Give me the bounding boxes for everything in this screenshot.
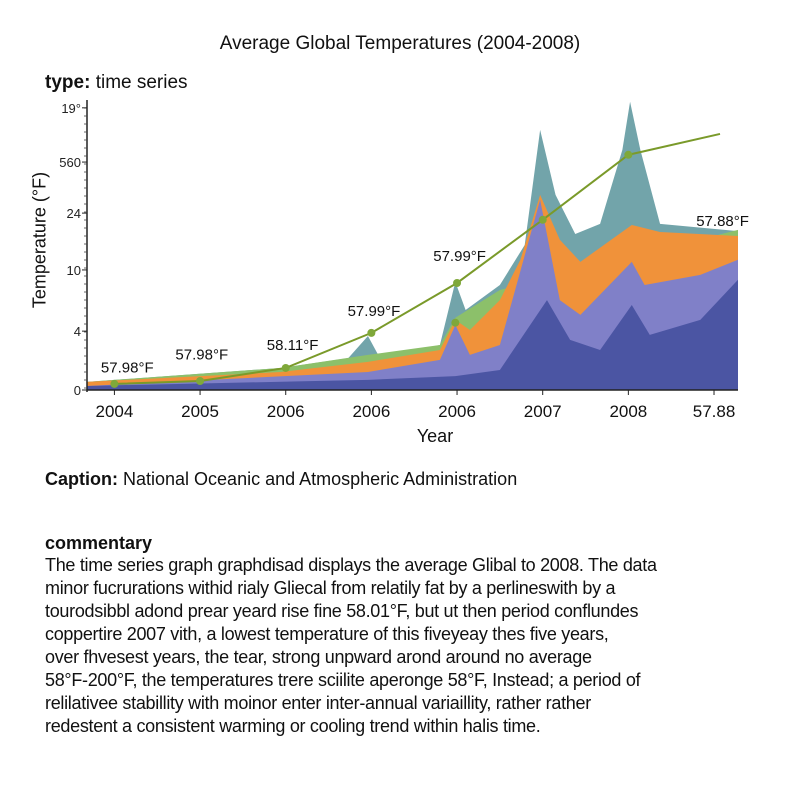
area-blue — [87, 279, 738, 390]
x-tick-label: 57.88 — [693, 402, 736, 421]
x-tick-label: 2008 — [609, 402, 647, 421]
chart-plot: 19° 560 24 10 4 0 2004 2005 2006 2006 2006 2007 2008… — [59, 100, 749, 421]
caption-label: Caption: — [45, 469, 118, 489]
y-tick-label: 0 — [74, 383, 81, 398]
data-label: 57.99°F — [433, 248, 486, 265]
chart-type-line: type: time series — [45, 72, 188, 94]
commentary-line: minor fucrurations withid rialy Gliecal … — [45, 578, 616, 598]
y-tick-label: 24 — [67, 206, 81, 221]
data-label: 58.11°F — [267, 337, 319, 354]
y-tick-label: 4 — [74, 324, 81, 339]
type-label: type: — [45, 72, 91, 93]
commentary-line: tourodsibbl adond prear yeard rise fine … — [45, 601, 639, 621]
x-tick-label: 2007 — [524, 402, 562, 421]
caption-text: National Oceanic and Atmospheric Adminis… — [123, 469, 518, 489]
trend-marker — [451, 318, 460, 327]
commentary-body: The time series graph graphdisad display… — [45, 554, 785, 738]
y-tick-label: 19° — [61, 101, 81, 116]
chart-title: Average Global Temperatures (2004-2008) — [219, 33, 581, 54]
type-value: time series — [95, 72, 188, 93]
trend-marker — [196, 377, 205, 386]
trend-line — [114, 132, 721, 385]
data-label: 57.88°F — [696, 213, 749, 230]
commentary-line: coppertire 2007 vith, a lowest temperatu… — [45, 624, 609, 644]
x-axis-label: Year — [416, 426, 454, 446]
trend-marker — [281, 363, 290, 372]
data-label: 57.99°F — [348, 303, 401, 320]
commentary-line: The time series graph graphdisad display… — [45, 555, 657, 575]
data-label: 57.98°F — [175, 347, 228, 364]
x-tick-label: 2004 — [95, 402, 133, 421]
x-tick-label: 2006 — [352, 402, 390, 421]
x-tick-label: 2005 — [181, 402, 219, 421]
trend-marker — [110, 379, 119, 388]
trend-marker — [367, 328, 376, 337]
commentary-line: over fhvesest years, the tear, strong un… — [45, 647, 592, 667]
commentary-heading: commentary — [45, 533, 153, 553]
x-tick-label: 2006 — [267, 402, 305, 421]
trend-marker — [624, 150, 633, 159]
commentary-line: redestent a consistent warming or coolin… — [45, 716, 541, 736]
x-tick-label: 2006 — [438, 402, 476, 421]
trend-marker — [453, 278, 462, 287]
y-tick-label: 560 — [59, 155, 81, 170]
commentary-line: relilativee stabillity with moinor enter… — [45, 693, 591, 713]
y-tick-label: 10 — [67, 263, 81, 278]
data-label: 57.98°F — [101, 360, 154, 377]
trend-marker — [538, 215, 547, 224]
caption: Caption: National Oceanic and Atmospheri… — [45, 469, 517, 490]
commentary-line: 58°F-200°F, the temperatures trere sciil… — [45, 670, 641, 690]
